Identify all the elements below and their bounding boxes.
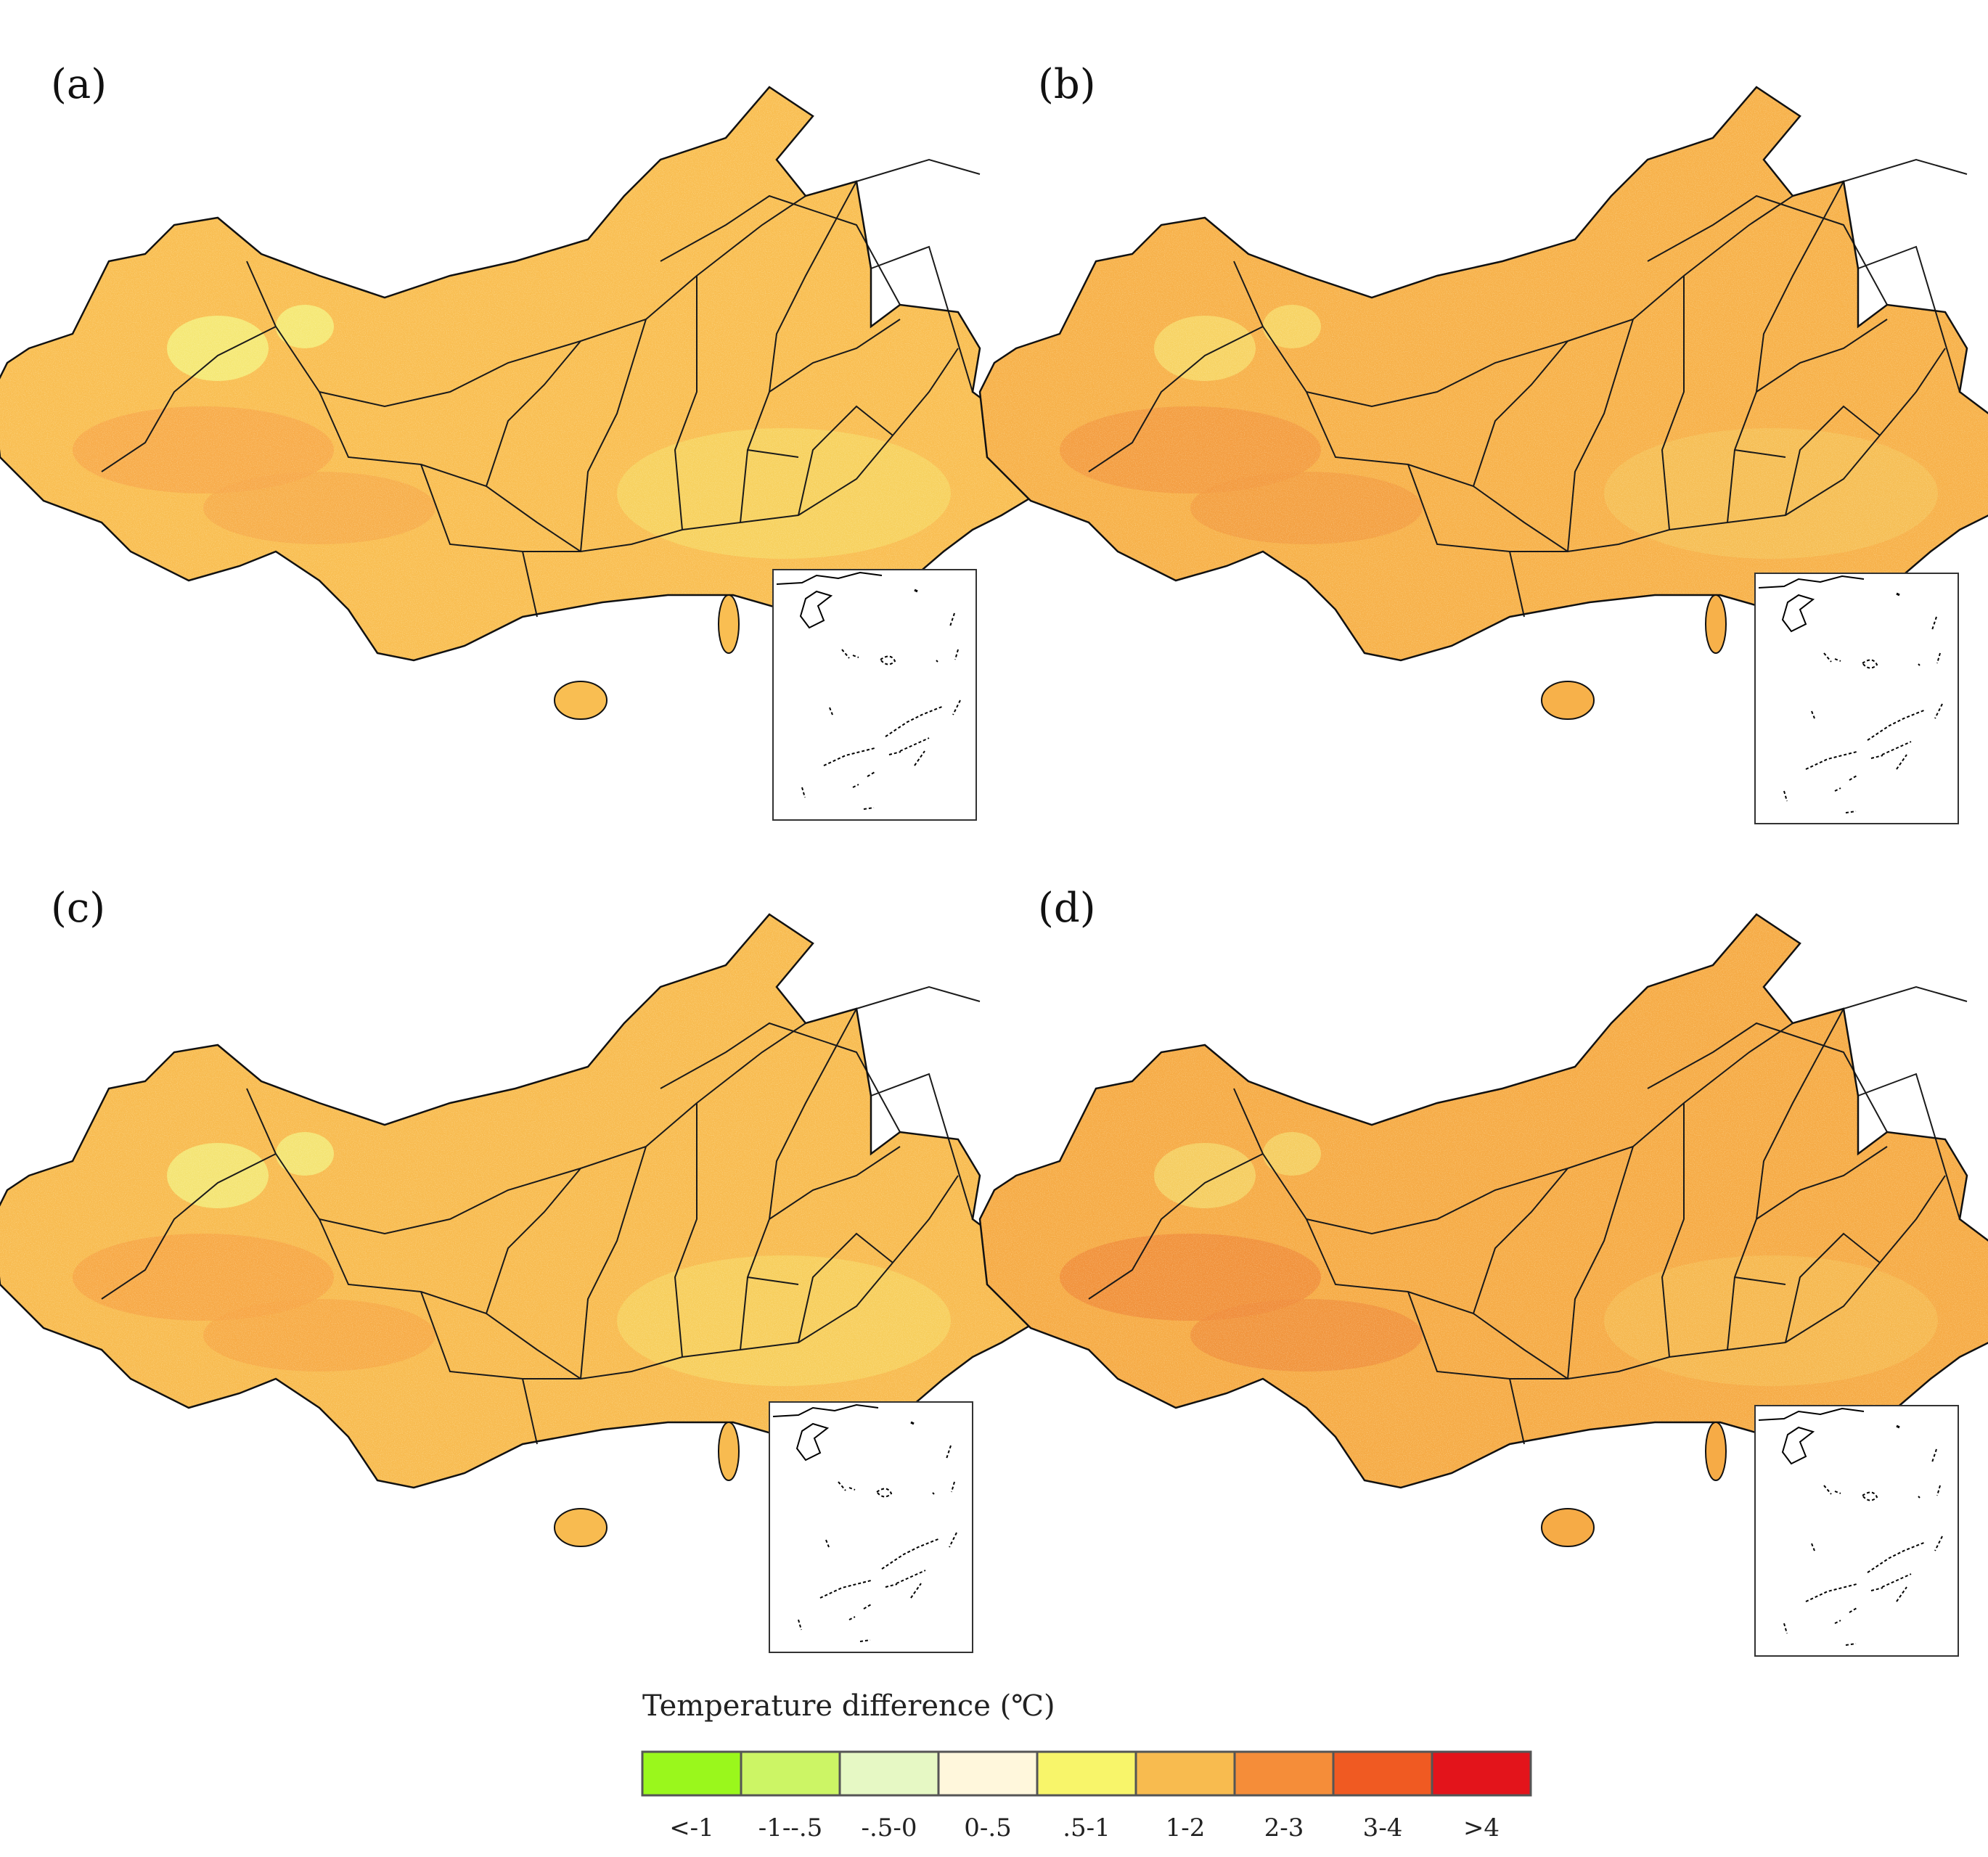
legend-label: -1--.5 [758, 1813, 823, 1842]
legend-label: 0-.5 [964, 1813, 1012, 1842]
china-map [978, 913, 1988, 1547]
legend-swatch [1036, 1750, 1137, 1797]
legend-label: 1-2 [1166, 1813, 1206, 1842]
hainan-island [554, 681, 608, 720]
legend-swatch [937, 1750, 1039, 1797]
hainan-island [554, 1508, 608, 1547]
legend-swatch [1332, 1750, 1433, 1797]
legend-swatch [641, 1750, 743, 1797]
map-panel: (c) [0, 885, 1076, 1654]
south-china-sea-inset [768, 1401, 974, 1654]
legend-label: 3-4 [1363, 1813, 1403, 1842]
legend-swatch [1134, 1750, 1236, 1797]
panel-label: (d) [1038, 885, 1096, 932]
taiwan-island [1705, 594, 1727, 654]
map-panel: (b) [978, 61, 1988, 825]
legend-swatch [1431, 1750, 1532, 1797]
legend: Temperature difference (℃) <-1 -1--.5 -.5-… [641, 1689, 1532, 1842]
panel-label: (c) [51, 885, 105, 932]
legend-swatch [838, 1750, 940, 1797]
china-map [0, 86, 1076, 720]
legend-label: >4 [1463, 1813, 1500, 1842]
legend-title: Temperature difference (℃) [642, 1689, 1055, 1723]
taiwan-island [718, 594, 740, 654]
map-panel: (d) [978, 885, 1988, 1657]
texture [980, 914, 1988, 1488]
panel-label: (a) [51, 61, 107, 108]
south-china-sea-inset [772, 568, 978, 821]
china-map [0, 913, 1076, 1547]
map-panel: (a) [0, 61, 1076, 821]
legend-label: 2-3 [1264, 1813, 1304, 1842]
china-map [978, 86, 1988, 720]
south-china-sea-inset [1754, 572, 1960, 825]
hainan-island [1541, 1508, 1595, 1547]
legend-swatch [740, 1750, 841, 1797]
taiwan-island [1705, 1422, 1727, 1481]
legend-label: <-1 [669, 1813, 714, 1842]
legend-label: -.5-0 [861, 1813, 917, 1842]
legend-label: .5-1 [1063, 1813, 1110, 1842]
south-china-sea-inset [1754, 1404, 1960, 1657]
taiwan-island [718, 1422, 740, 1481]
hainan-island [1541, 681, 1595, 720]
panel-label: (b) [1038, 61, 1096, 108]
legend-swatch [1233, 1750, 1335, 1797]
